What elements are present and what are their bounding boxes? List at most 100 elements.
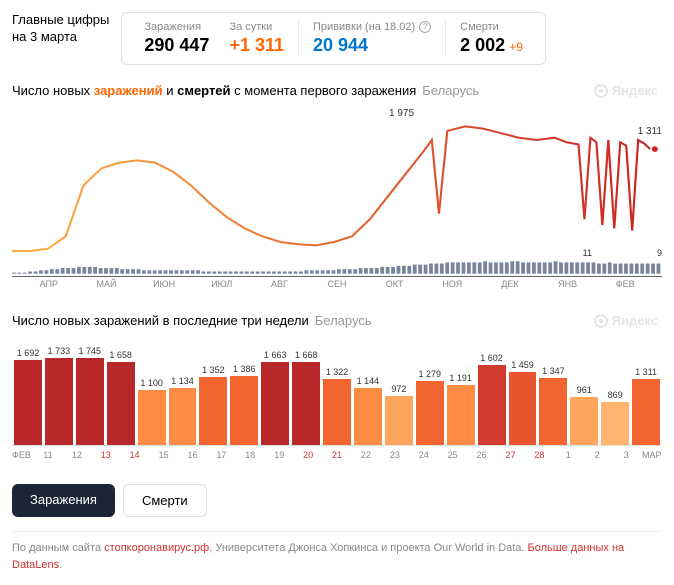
month-label: ИЮН [135,279,193,289]
bar-value-label: 1 658 [109,350,132,360]
stat-infections-label: Заражения [144,21,209,33]
bar-value-label: 1 602 [480,353,503,363]
stat-infections: Заражения 290 447 [134,21,219,56]
bar-column: 1 668 [292,336,320,445]
stat-vaccines: Прививки (на 18.02) ? 20 944 [303,21,441,56]
day-label: 17 [208,450,234,460]
bar-column: 972 [385,336,413,445]
bar-value-label: 972 [391,384,406,394]
bar-value-label: 1 144 [357,376,380,386]
tab-infections[interactable]: Заражения [12,484,115,517]
bar-value-label: 1 745 [79,346,102,356]
day-label: 19 [266,450,292,460]
bar-column: 1 311 [632,336,660,445]
stat-deaths-value: 2 002+9 [460,35,523,56]
stat-deaths-label: Смерти [460,21,523,33]
bar-rect [385,396,413,445]
bar-column: 1 352 [199,336,227,445]
day-label: 18 [237,450,263,460]
day-label: 15 [151,450,177,460]
yandex-watermark: Яндекс [594,313,658,328]
month-label: МАЙ [78,279,136,289]
month-label: ИЮЛ [193,279,251,289]
deaths-peak-label: 11 [583,248,592,258]
bar-rect [292,362,320,445]
tabs: Заражения Смерти [12,484,662,517]
bar-column: 1 322 [323,336,351,445]
month-label: АПР [20,279,78,289]
bar-value-label: 1 733 [48,346,71,356]
line-chart-section: Число новых заражений и смертей с момент… [12,83,662,289]
bar-value-label: 1 668 [295,350,318,360]
bar-rect [14,360,42,445]
bar-chart: 1 6921 7331 7451 6581 1001 1341 3521 386… [12,336,662,446]
tab-deaths[interactable]: Смерти [123,484,207,517]
bar-rect [199,377,227,445]
bar-column: 1 663 [261,336,289,445]
day-label: 13 [93,450,119,460]
day-label: 22 [353,450,379,460]
bar-column: 1 733 [45,336,73,445]
stats-box: Заражения 290 447 За сутки +1 311 Привив… [121,12,546,65]
day-label: 25 [440,450,466,460]
bar-value-label: 1 311 [635,367,657,377]
line-chart-x-axis: АПРМАЙИЮНИЮЛАВГСЕНОКТНОЯДЕКЯНВФЕВ [12,276,662,289]
bar-column: 1 191 [447,336,475,445]
month-start-label: ФЕВ [12,450,32,460]
bar-column: 1 347 [539,336,567,445]
month-label: ЯНВ [539,279,597,289]
bar-rect [45,358,73,445]
bar-rect [323,379,351,445]
infections-line [12,126,650,251]
bar-rect [261,362,289,445]
divider [445,21,446,56]
source-link[interactable]: стопкоронавирус.рф [104,542,209,554]
bar-rect [539,378,567,445]
deaths-end-label: 9 [657,248,662,258]
bar-value-label: 961 [577,385,592,395]
day-label: 1 [555,450,581,460]
bar-value-label: 1 352 [202,365,225,375]
bar-column: 1 692 [14,336,42,445]
bar-rect [478,365,506,445]
bar-rect [509,372,537,445]
month-label: НОЯ [423,279,481,289]
day-label: 24 [411,450,437,460]
stat-infections-value: 290 447 [144,35,209,56]
bar-rect [169,388,197,445]
bar-value-label: 1 459 [511,360,534,370]
stat-daily-label: За сутки [229,21,284,33]
bar-value-label: 1 279 [418,369,441,379]
bar-column: 1 144 [354,336,382,445]
end-dot [652,146,658,152]
bar-column: 1 658 [107,336,135,445]
bar-value-label: 1 100 [140,378,163,388]
month-end-label: МАР [642,450,662,460]
bar-value-label: 1 134 [171,376,194,386]
divider [298,21,299,56]
yandex-watermark: Яндекс [594,83,658,98]
day-label: 16 [180,450,206,460]
bar-rect [76,358,104,445]
line-chart-svg [12,106,662,276]
title-line-1: Главные цифры [12,12,109,29]
death-bars [12,261,660,273]
bar-column: 1 459 [509,336,537,445]
page-title: Главные цифры на 3 марта [12,12,109,46]
line-chart: 1 975 1 311 11 9 [12,106,662,276]
bar-chart-section: Число новых заражений в последние три не… [12,313,662,460]
bar-column: 961 [570,336,598,445]
yandex-logo-icon [594,84,608,98]
bar-value-label: 1 347 [542,366,565,376]
day-label: 11 [35,450,61,460]
bar-column: 1 279 [416,336,444,445]
help-icon[interactable]: ? [419,21,431,33]
stat-deaths: Смерти 2 002+9 [450,21,533,56]
day-label: 28 [526,450,552,460]
stat-daily: За сутки +1 311 [219,21,294,56]
bar-rect [447,385,475,445]
month-label: ОКТ [366,279,424,289]
bar-value-label: 869 [608,390,623,400]
bar-rect [601,402,629,445]
day-label: 23 [382,450,408,460]
